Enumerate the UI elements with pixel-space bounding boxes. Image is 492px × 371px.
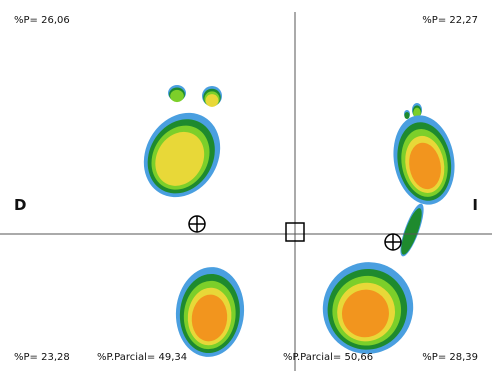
top-left-percent: %P= 26,06 bbox=[14, 15, 70, 26]
pressure-view: %P= 26,06 %P= 22,27 D I %P= 23,28 %P.Par… bbox=[0, 0, 492, 371]
left-foot-center bbox=[189, 216, 205, 232]
bottom-left-percent: %P= 23,28 bbox=[14, 352, 70, 363]
top-right-percent: %P= 22,27 bbox=[422, 15, 478, 26]
pressure-level bbox=[206, 94, 219, 107]
right-partial: %P.Parcial= 50,66 bbox=[283, 352, 373, 363]
pressure-level bbox=[404, 112, 409, 119]
left-side-label: D bbox=[14, 196, 26, 214]
bottom-right-percent: %P= 28,39 bbox=[422, 352, 478, 363]
right-foot-center bbox=[385, 234, 401, 250]
right-side-label: I bbox=[472, 196, 478, 214]
left-partial: %P.Parcial= 49,34 bbox=[97, 352, 187, 363]
pressure-level bbox=[170, 90, 184, 102]
